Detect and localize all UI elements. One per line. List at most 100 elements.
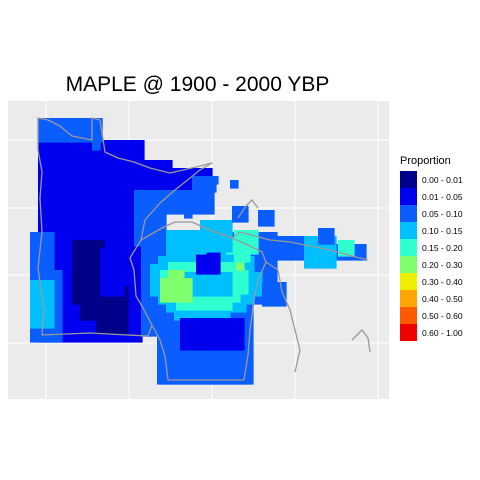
grid-cell [70, 206, 79, 215]
grid-cell [62, 134, 71, 143]
grid-cell [160, 360, 169, 369]
grid-cell [176, 352, 185, 361]
grid-cell [200, 352, 209, 361]
grid-cell [174, 190, 183, 199]
grid-cell [358, 244, 367, 253]
grid-cell [141, 288, 150, 297]
grid-cell [46, 206, 55, 215]
grid-cells [30, 118, 367, 385]
grid-cell [120, 212, 129, 221]
legend-label: 0.50 - 0.60 [422, 310, 463, 321]
grid-cell [70, 230, 79, 239]
legend-label: 0.20 - 0.30 [422, 259, 463, 270]
grid-cell [230, 304, 239, 313]
grid-cell [224, 228, 233, 237]
grid-cell [104, 310, 113, 319]
grid-cell [176, 286, 185, 295]
grid-cell [174, 256, 183, 265]
grid-cell [112, 236, 121, 245]
grid-cell [208, 360, 217, 369]
grid-cell [78, 166, 87, 175]
grid-cell [254, 288, 263, 297]
grid-cell [78, 334, 87, 343]
grid-cell [96, 294, 105, 303]
grid-cell [78, 158, 87, 167]
grid-cell [54, 166, 63, 175]
grid-cell [92, 118, 101, 127]
grid-cell [78, 174, 87, 183]
grid-cell [112, 212, 121, 221]
grid-cell [86, 214, 95, 223]
grid-cell [238, 304, 247, 313]
grid-cell [80, 256, 89, 265]
grid-cell [200, 288, 209, 297]
grid-cell [156, 184, 165, 193]
legend-label: 0.10 - 0.15 [422, 225, 463, 236]
grid-cell [304, 236, 313, 245]
grid-cell [204, 258, 213, 267]
grid-cell [222, 256, 231, 265]
grid-cell [30, 280, 39, 289]
grid-cell [30, 304, 39, 313]
grid-cell [224, 280, 233, 289]
grid-cell [112, 204, 121, 213]
grid-cell [54, 198, 63, 207]
grid-cell [253, 264, 262, 273]
grid-cell [228, 334, 237, 343]
grid-cell [116, 248, 125, 257]
grid-cell [358, 252, 367, 261]
grid-cell [180, 334, 189, 343]
grid-cell [70, 150, 79, 159]
grid-cell [46, 264, 55, 273]
grid-cell [38, 214, 47, 223]
grid-cell [46, 280, 55, 289]
grid-cell [62, 286, 71, 295]
grid-cell [148, 184, 157, 193]
grid-cell [38, 334, 47, 343]
grid-cell [136, 256, 145, 265]
grid-cell [206, 206, 215, 215]
grid-cell [104, 220, 113, 229]
grid-cell [204, 342, 213, 351]
grid-cell [245, 368, 254, 377]
grid-cell [190, 238, 199, 247]
legend-title: Proportion [400, 155, 451, 167]
grid-cell [192, 302, 201, 311]
grid-cell [165, 320, 174, 329]
grid-cell [72, 264, 81, 273]
grid-cell [80, 264, 89, 273]
grid-cell [164, 176, 173, 185]
grid-cell [166, 198, 175, 207]
state-borders [37, 117, 371, 381]
grid-cell [204, 326, 213, 335]
grid-cell [182, 256, 191, 265]
grid-cell [198, 230, 207, 239]
grid-cell [208, 280, 217, 289]
legend-item: 0.00 - 0.01 [400, 171, 463, 188]
grid-cell [62, 270, 71, 279]
grid-cell [62, 262, 71, 271]
grid-cell [294, 252, 303, 261]
grid-cell [246, 280, 255, 289]
grid-cell [262, 244, 271, 253]
grid-cell [184, 286, 193, 295]
grid-cell [38, 256, 47, 265]
grid-cell [166, 304, 175, 313]
grid-cell [166, 206, 175, 215]
grid-cell [237, 312, 246, 321]
grid-cell [148, 168, 157, 177]
grid-cell [30, 248, 39, 257]
grid-cell [212, 266, 221, 275]
grid-cell [88, 280, 97, 289]
grid-cell [94, 334, 103, 343]
grid-cell [224, 294, 233, 303]
grid-cell [62, 302, 71, 311]
grid-cell [150, 190, 159, 199]
grid-cell [278, 298, 287, 307]
grid-cell [128, 156, 137, 165]
grid-cell [184, 210, 193, 219]
grid-cell [62, 206, 71, 215]
grid-cell [100, 288, 109, 297]
grid-cell [222, 312, 231, 321]
grid-cell [54, 254, 63, 263]
